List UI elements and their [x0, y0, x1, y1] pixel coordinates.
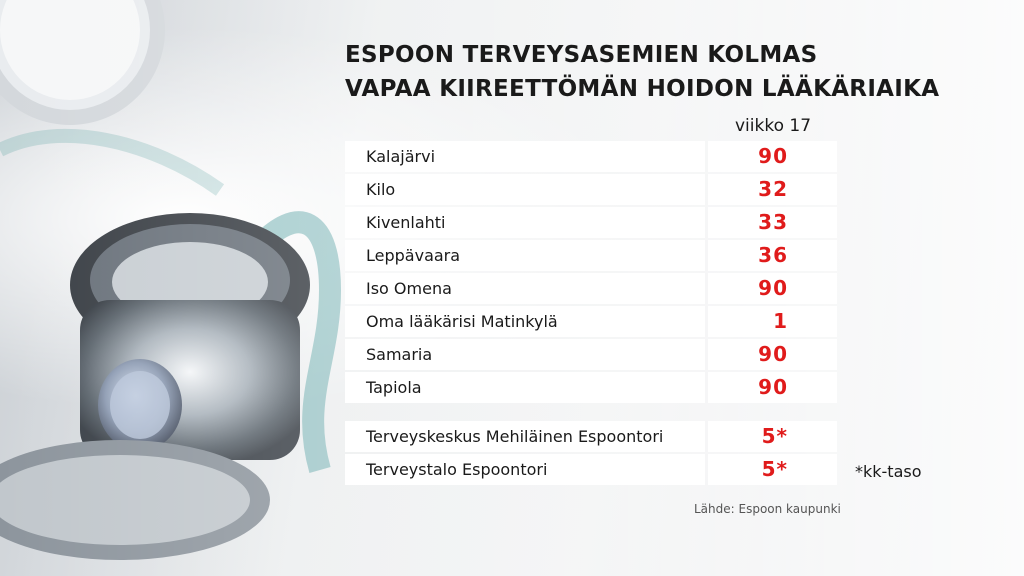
row-value: 90: [708, 273, 837, 304]
table-row: Terveyskeskus Mehiläinen Espoontori 5*: [345, 421, 837, 452]
row-value: 33: [708, 207, 837, 238]
row-name: Samaria: [345, 339, 705, 370]
row-name: Kivenlahti: [345, 207, 705, 238]
row-value: 5*: [708, 454, 837, 485]
table-row: Tapiola 90: [345, 372, 837, 403]
row-name: Terveystalo Espoontori: [345, 454, 705, 485]
table-row: Oma lääkärisi Matinkylä 1: [345, 306, 837, 337]
table-row: Leppävaara 36: [345, 240, 837, 271]
table-row: Samaria 90: [345, 339, 837, 370]
table-row: Iso Omena 90: [345, 273, 837, 304]
table-row: Kalajärvi 90: [345, 141, 837, 172]
row-value: 32: [708, 174, 837, 205]
source-credit: Lähde: Espoon kaupunki: [694, 502, 841, 516]
row-value: 90: [708, 141, 837, 172]
row-value: 90: [708, 372, 837, 403]
chart-title: ESPOON TERVEYSASEMIEN KOLMAS VAPAA KIIRE…: [345, 38, 985, 106]
title-line-1: ESPOON TERVEYSASEMIEN KOLMAS: [345, 42, 818, 68]
row-value: 36: [708, 240, 837, 271]
row-value: 5*: [708, 421, 837, 452]
row-name: Tapiola: [345, 372, 705, 403]
row-name: Iso Omena: [345, 273, 705, 304]
row-value: 90: [708, 339, 837, 370]
table-row: Kivenlahti 33: [345, 207, 837, 238]
title-line-2: VAPAA KIIREETTÖMÄN HOIDON LÄÄKÄRIAIKA: [345, 76, 940, 102]
table-row: Kilo 32: [345, 174, 837, 205]
row-name: Terveyskeskus Mehiläinen Espoontori: [345, 421, 705, 452]
footnote-monthly-level: *kk-taso: [855, 462, 922, 481]
row-name: Oma lääkärisi Matinkylä: [345, 306, 705, 337]
column-header-week: viikko 17: [735, 116, 812, 136]
table-row: Terveystalo Espoontori 5*: [345, 454, 837, 485]
row-name: Kalajärvi: [345, 141, 705, 172]
row-name: Leppävaara: [345, 240, 705, 271]
row-name: Kilo: [345, 174, 705, 205]
row-value: 1: [708, 306, 837, 337]
